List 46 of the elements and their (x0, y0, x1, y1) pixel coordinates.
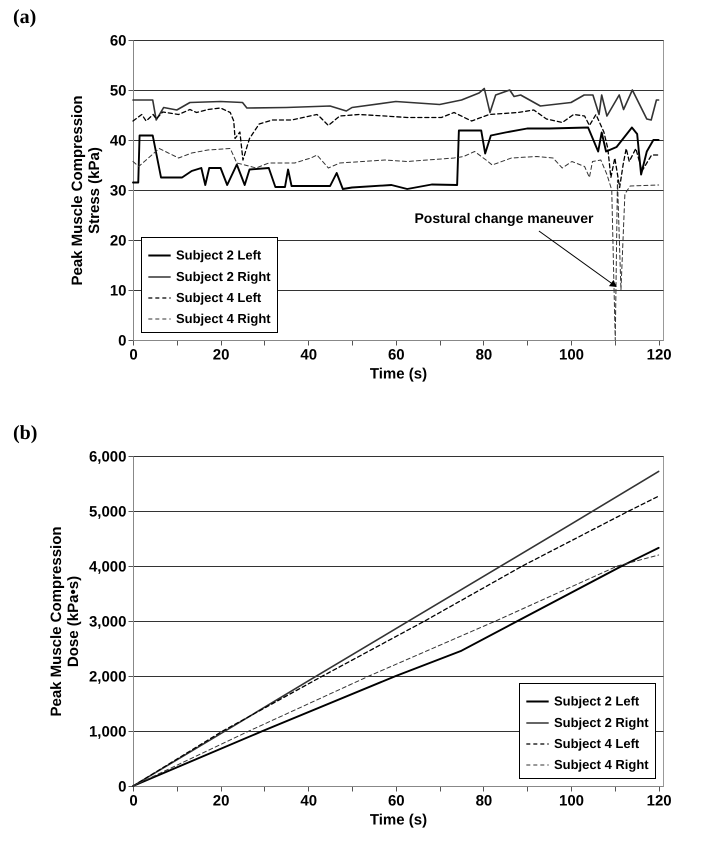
y-tick-label: 40 (110, 132, 126, 150)
y-tick-label: 50 (110, 82, 126, 100)
y-axis-title: Peak Muscle Compression Stress (kPa) (68, 95, 103, 286)
x-tick-label: 20 (212, 346, 230, 364)
x-tick-label: 80 (476, 792, 492, 810)
x-axis-title: Time (s) (370, 366, 428, 382)
y-tick-label: 2,000 (88, 668, 126, 686)
x-tick-label: 100 (559, 792, 584, 810)
x-tick-label: 120 (646, 346, 672, 364)
y-axis-title: Peak Muscle Compression Dose (kPa•s) (48, 526, 82, 717)
legend-label: Subject 4 Left (176, 290, 262, 305)
x-axis-title: Time (s) (370, 812, 428, 828)
y-tick-label: 5,000 (88, 504, 126, 520)
chart-title: (a) (13, 6, 36, 28)
y-tick-label: 0 (118, 778, 126, 796)
y-tick-label: 10 (110, 282, 126, 300)
y-tick-label: 4,000 (88, 558, 126, 576)
y-tick-label: 20 (110, 232, 126, 250)
line-series (132, 148, 660, 340)
x-tick-label: 60 (388, 346, 405, 364)
x-tick-label: 40 (300, 792, 318, 810)
y-tick-label: 30 (110, 182, 126, 200)
y-tick-label: 0 (118, 332, 126, 350)
line-series (132, 88, 660, 121)
legend-label: Subject 2 Left (176, 248, 262, 262)
x-tick-label: 80 (476, 346, 492, 364)
legend-label: Subject 4 Left (554, 736, 640, 751)
y-tick-label: 1,000 (88, 724, 126, 740)
line-series (132, 107, 660, 188)
legend-label: Subject 4 Right (554, 757, 650, 772)
x-tick-label: 0 (129, 346, 138, 364)
x-tick-label: 120 (646, 792, 672, 810)
x-tick-label: 100 (559, 346, 584, 364)
x-tick-label: 0 (129, 792, 138, 810)
y-tick-label: 3,000 (88, 614, 126, 630)
legend-label: Subject 4 Right (176, 311, 272, 326)
legend-label: Subject 2 Left (554, 694, 640, 708)
chart-title: (b) (13, 422, 38, 444)
x-tick-label: 20 (212, 792, 230, 810)
legend-label: Subject 2 Right (176, 269, 272, 284)
x-tick-label: 60 (388, 792, 405, 810)
legend-label: Subject 2 Right (554, 715, 650, 730)
y-tick-label: 60 (110, 32, 126, 50)
x-tick-label: 40 (300, 346, 318, 364)
y-tick-label: 6,000 (88, 448, 126, 466)
annotation: Postural change maneuver (414, 210, 594, 226)
